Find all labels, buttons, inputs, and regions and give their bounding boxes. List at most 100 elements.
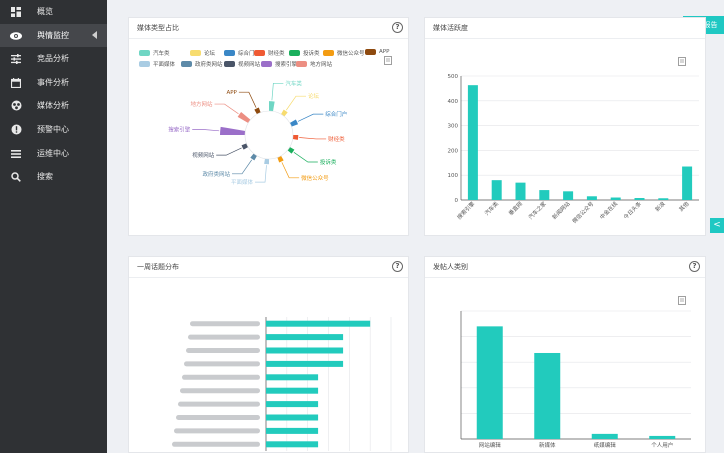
divider xyxy=(129,277,408,278)
y-tick-label: 0 xyxy=(455,198,459,204)
legend-item[interactable]: 财经类 xyxy=(254,49,285,57)
blurred-label xyxy=(174,428,260,434)
sidebar-item-ops[interactable]: 运维中心 xyxy=(0,142,107,165)
bar xyxy=(266,334,344,341)
calendar-icon xyxy=(10,77,22,89)
pie-slice xyxy=(289,119,299,127)
help-icon[interactable]: ? xyxy=(392,261,403,272)
blurred-label xyxy=(182,374,260,380)
legend-item[interactable]: 平面媒体 xyxy=(139,60,175,68)
x-tick-label: 汽车类 xyxy=(483,199,501,217)
legend-label: 财经类 xyxy=(268,51,285,57)
pie-label-line xyxy=(232,159,252,175)
save-image-icon[interactable] xyxy=(384,56,392,67)
dashboard-icon xyxy=(10,6,22,18)
divider xyxy=(425,277,705,278)
panel-title: 发帖人类别 xyxy=(433,263,468,271)
legend-item[interactable]: 论坛 xyxy=(190,49,215,57)
eye-icon xyxy=(10,30,22,42)
x-tick-label: 微信公众号 xyxy=(570,199,595,224)
legend-item[interactable]: 政府类网站 xyxy=(181,60,223,68)
sidebar-item-alerts[interactable]: 预警中心 xyxy=(0,118,107,141)
panel-title: 一周话题分布 xyxy=(137,263,179,271)
legend-swatch xyxy=(323,50,334,56)
publisher-bar-chart: 网站编辑 新媒体 纸媒编辑 个人用户 xyxy=(460,310,691,449)
pie-label-line xyxy=(192,129,220,132)
pie-slice xyxy=(237,111,251,123)
media-activity-panel: 媒体活跃度 0 100 200 300 400 500 搜索引擎 汽车类 垂直网 汽车之家 新闻网站… xyxy=(424,17,706,236)
legend-item[interactable]: 投诉类 xyxy=(289,49,320,57)
legend-item[interactable]: 搜索引擎 xyxy=(261,60,297,68)
bar xyxy=(634,198,645,200)
legend-item[interactable]: 视频网站 xyxy=(224,60,260,68)
legend-label: 综合门户 xyxy=(238,51,261,57)
sidebar-item-search[interactable]: 搜索 xyxy=(0,165,107,188)
activity-bar-chart: 0 100 200 300 400 500 搜索引擎 汽车类 垂直网 汽车之家 新闻网站 微信公众号中… xyxy=(448,74,699,225)
pie-label-line xyxy=(299,137,327,140)
bar xyxy=(266,320,371,327)
pie-slice xyxy=(254,107,261,115)
x-tick-label: 纸媒编辑 xyxy=(594,441,617,449)
active-caret-icon xyxy=(92,31,97,39)
legend-item[interactable]: 汽车类 xyxy=(139,49,170,57)
pie-slice xyxy=(220,126,246,135)
bar xyxy=(476,326,503,439)
pie-label: 投诉类 xyxy=(320,158,337,166)
pie-label-line xyxy=(216,147,242,156)
pie-label: 地方网站 xyxy=(190,100,213,108)
bar xyxy=(682,166,693,200)
sidebar-item-competitor[interactable]: 竞品分析 xyxy=(0,47,107,70)
x-tick-label: 新浪 xyxy=(653,199,667,213)
bar xyxy=(266,347,344,354)
legend-swatch xyxy=(181,61,192,67)
pie-slice xyxy=(264,158,269,165)
pie-label: 财经类 xyxy=(328,135,345,143)
pie-label: 微信公众号 xyxy=(301,174,329,182)
legend-swatch xyxy=(261,61,272,67)
bar xyxy=(586,196,597,200)
x-tick-label: 个人用户 xyxy=(651,441,673,449)
y-tick-label: 300 xyxy=(448,124,459,130)
legend-item[interactable]: APP xyxy=(365,49,389,55)
save-image-icon[interactable] xyxy=(678,296,686,307)
collapse-tab-button[interactable]: < xyxy=(710,218,724,233)
legend-label: 平面媒体 xyxy=(153,62,176,68)
pie-label: 政府类网站 xyxy=(202,170,230,178)
panel-title: 媒体类型占比 xyxy=(137,24,179,32)
sidebar-item-monitor[interactable]: 舆情监控 xyxy=(0,24,107,47)
media-icon xyxy=(10,100,22,112)
pie-center xyxy=(244,110,294,160)
bar xyxy=(266,374,319,381)
pie-label: 综合门户 xyxy=(325,110,347,118)
divider xyxy=(129,38,408,39)
bar xyxy=(266,441,319,448)
legend-label: 地方网站 xyxy=(310,62,333,68)
sidebar-item-label: 舆情监控 xyxy=(37,31,69,40)
topic-hbar-chart xyxy=(172,317,392,451)
pie-slice xyxy=(241,143,249,150)
sidebar-item-overview[interactable]: 概览 xyxy=(0,0,107,23)
x-tick-label: 新闻网站 xyxy=(550,199,572,221)
panel-title: 媒体活跃度 xyxy=(433,24,468,32)
pie-slice xyxy=(287,147,295,154)
bar xyxy=(563,191,574,200)
sidebar-item-media[interactable]: 媒体分析 xyxy=(0,94,107,117)
save-image-icon[interactable] xyxy=(678,57,686,68)
pie-label: 平面媒体 xyxy=(231,178,254,186)
pie-slice xyxy=(250,153,257,161)
search-icon xyxy=(10,171,22,183)
help-icon[interactable]: ? xyxy=(689,261,700,272)
help-icon[interactable]: ? xyxy=(392,22,403,33)
legend-item[interactable]: 微信公众号 xyxy=(323,49,365,57)
bar xyxy=(534,352,561,439)
sidebar-item-events[interactable]: 事件分析 xyxy=(0,71,107,94)
legend-label: 投诉类 xyxy=(303,51,320,57)
legend-item[interactable]: 地方网站 xyxy=(296,60,332,68)
legend-swatch xyxy=(365,49,376,55)
media-type-panel: 媒体类型占比 ? 汽车类 论坛 综合门户 财经类 投诉类 微信公众号 APP 平面媒体 政府类网… xyxy=(128,17,409,236)
y-tick-label: 200 xyxy=(448,148,459,154)
legend-item[interactable]: 综合门户 xyxy=(224,49,260,57)
pie-label-line xyxy=(281,162,300,179)
legend-label: 搜索引擎 xyxy=(275,62,298,68)
legend-swatch xyxy=(254,50,265,56)
